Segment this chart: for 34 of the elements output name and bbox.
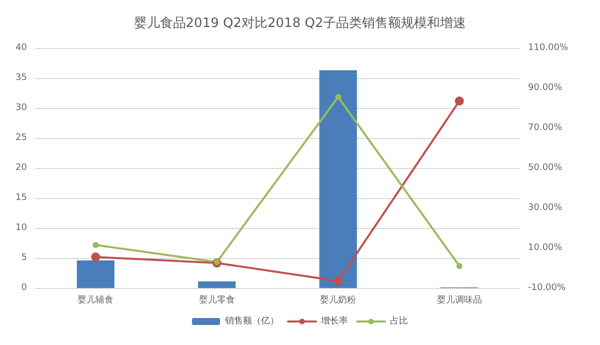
y2-tick-label: -10.00% (528, 283, 566, 293)
point (335, 94, 342, 100)
point (334, 276, 343, 286)
x-tick-label: 婴儿辅食 (78, 294, 114, 306)
y-tick-label: 40 (16, 43, 28, 53)
bar (198, 281, 236, 288)
y-tick-label: 15 (16, 193, 27, 203)
y-tick-label: 20 (16, 163, 28, 173)
y-tick-label: 35 (16, 73, 27, 83)
bar (76, 260, 114, 288)
point (456, 263, 462, 269)
y-tick-label: 5 (21, 253, 27, 263)
point (92, 242, 99, 248)
y2-tick-label: 50.00% (528, 163, 563, 173)
bar (319, 70, 357, 288)
y-tick-label: 0 (21, 283, 28, 293)
y2-tick-label: 110.00% (528, 43, 568, 53)
x-tick-label: 婴儿奶粉 (320, 294, 356, 306)
y2-tick-label: 90.00% (528, 83, 563, 93)
y-tick-label: 10 (16, 223, 28, 233)
y2-tick-label: 30.00% (528, 203, 563, 213)
legend-label: 销售额（亿） (224, 316, 279, 326)
x-tick-label: 婴儿零食 (198, 294, 235, 306)
point (91, 252, 100, 262)
y-tick-label: 30 (16, 103, 28, 113)
y-tick-label: 25 (16, 133, 27, 143)
point (454, 96, 464, 106)
legend-label: 增长率 (320, 316, 348, 326)
chart-title: 婴儿食品2019 Q2对比2018 Q2子品类销售额规模和增速 (134, 16, 466, 31)
point (214, 259, 220, 265)
legend-label: 占比 (390, 316, 408, 326)
x-tick-label: 婴儿调味品 (436, 294, 482, 306)
y2-tick-label: 10.00% (528, 243, 563, 253)
y2-tick-label: 70.00% (528, 123, 563, 133)
